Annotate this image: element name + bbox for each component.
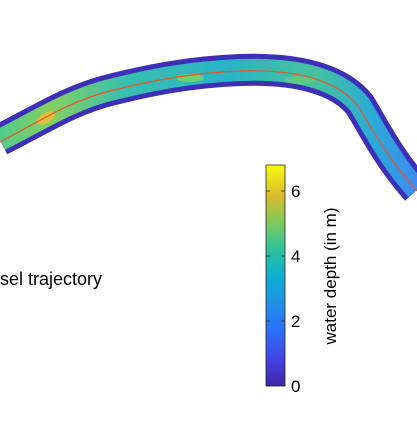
colorbar bbox=[265, 164, 286, 387]
colorbar-ticks: 0 2 4 6 bbox=[266, 182, 300, 396]
legend-label: sel trajectory bbox=[0, 269, 102, 289]
colorbar-tick-label: 4 bbox=[291, 247, 300, 266]
deep-spot bbox=[284, 76, 316, 84]
colorbar-tick-label: 2 bbox=[291, 312, 300, 331]
colorbar-tick-label: 0 bbox=[291, 377, 300, 396]
colorbar-label: water depth (in m) bbox=[321, 208, 340, 346]
river-channel bbox=[0, 58, 417, 198]
colorbar-tick-label: 6 bbox=[291, 182, 300, 201]
vessel-trajectory-line bbox=[0, 70, 417, 192]
